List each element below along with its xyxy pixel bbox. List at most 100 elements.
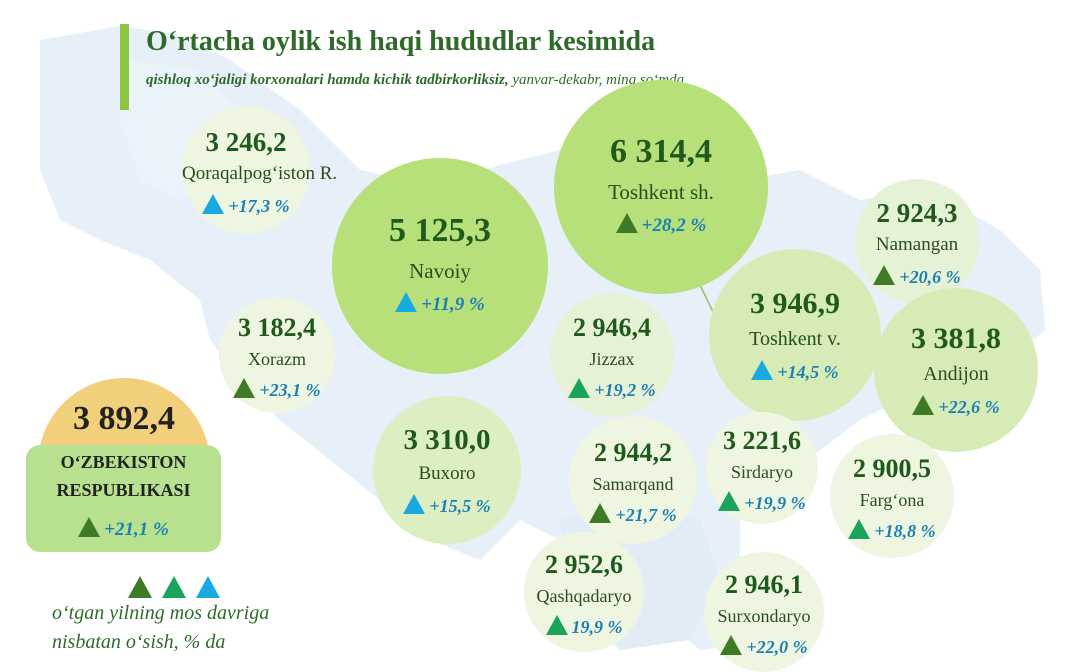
legend-line2: nisbatan o‘sish, % da — [52, 631, 226, 653]
region-growth-text: 19,9 % — [571, 616, 623, 637]
region-growth-text: +18,8 % — [874, 520, 936, 541]
legend-line1: o‘tgan yilning mos davriga — [52, 602, 270, 624]
region-growth-text: +19,9 % — [744, 492, 806, 513]
region-growth-text: +15,5 % — [429, 495, 491, 516]
region-growth: +18,8 % — [830, 518, 954, 542]
region-name: Toshkent v. — [749, 328, 841, 350]
region-value: 3 182,4 — [238, 313, 316, 343]
region-bubble: 3 221,6 Sirdaryo +19,9 % — [706, 412, 818, 524]
legend-triangle-icon — [128, 576, 152, 598]
page-subtitle: qishloq xo‘jaligi korxonalari hamda kich… — [146, 72, 684, 89]
region-value: 3 310,0 — [403, 423, 491, 456]
growth-triangle-icon — [589, 502, 612, 523]
page-title: O‘rtacha oylik ish haqi hududlar kesimid… — [146, 26, 656, 57]
region-name: Farg‘ona — [859, 489, 925, 510]
region-growth: +19,2 % — [550, 377, 674, 401]
region-growth: +22,0 % — [704, 634, 824, 658]
region-value: 3 946,9 — [750, 287, 840, 320]
region-growth: +28,2 % — [554, 213, 768, 237]
region-value: 2 946,4 — [573, 313, 651, 343]
region-growth-text: +20,6 % — [899, 266, 961, 287]
republic-box — [26, 445, 221, 552]
region-growth: +15,5 % — [373, 493, 521, 517]
region-growth-text: +28,2 % — [641, 215, 707, 237]
region-bubble: 2 900,5 Farg‘ona +18,8 % — [830, 434, 954, 558]
region-growth: 19,9 % — [524, 614, 644, 638]
subtitle-bold: qishloq xo‘jaligi korxonalari hamda kich… — [146, 72, 509, 88]
republic-growth-text: +21,1 % — [104, 519, 169, 540]
region-bubble: 3 182,4 Xorazm +23,1 % — [219, 297, 335, 413]
region-value: 2 946,1 — [725, 570, 803, 600]
region-name: Surxondaryo — [717, 605, 811, 626]
region-bubble: 3 246,2 Qoraqalpog‘iston R. +17,3 % — [182, 106, 338, 234]
region-name: Sirdaryo — [731, 461, 793, 482]
region-name: Xorazm — [248, 348, 306, 369]
region-name: Qoraqalpog‘iston R. — [182, 163, 338, 185]
region-growth-text: +14,5 % — [777, 362, 839, 382]
region-growth-text: +23,1 % — [259, 379, 321, 400]
region-name: Navoiy — [409, 258, 471, 283]
region-name: Jizzax — [589, 348, 635, 369]
region-growth-text: +22,0 % — [746, 636, 808, 657]
region-growth: +17,3 % — [182, 193, 310, 217]
republic-value: 3 892,4 — [73, 400, 175, 437]
region-growth: +21,7 % — [569, 502, 697, 526]
region-growth-text: +22,6 % — [938, 397, 1000, 417]
growth-triangle-icon — [233, 377, 256, 398]
region-growth: +19,9 % — [706, 490, 818, 514]
growth-triangle-icon — [78, 517, 101, 537]
region-growth: +11,9 % — [332, 292, 548, 316]
region-value: 3 381,8 — [911, 322, 1001, 355]
growth-triangle-icon — [202, 193, 225, 214]
region-growth: +14,5 % — [709, 360, 881, 383]
region-bubble: 3 310,0 Buxoro +15,5 % — [373, 396, 521, 544]
region-growth: +20,6 % — [855, 264, 979, 288]
region-bubble: 2 924,3 Namangan +20,6 % — [855, 179, 979, 303]
region-growth-text: +21,7 % — [615, 504, 677, 525]
region-bubble: 6 314,4 Toshkent sh. +28,2 % — [554, 80, 768, 294]
growth-triangle-icon — [615, 213, 638, 234]
republic-growth: +21,1 % — [26, 517, 221, 541]
region-value: 2 900,5 — [853, 454, 931, 484]
region-value: 2 924,3 — [876, 197, 958, 228]
region-bubble: 2 944,2 Samarqand +21,7 % — [569, 416, 697, 544]
growth-triangle-icon — [395, 292, 418, 313]
growth-triangle-icon — [848, 518, 871, 539]
region-bubble: 2 946,1 Surxondaryo +22,0 % — [704, 552, 824, 672]
region-name: Namangan — [875, 234, 959, 256]
region-growth-text: +17,3 % — [228, 195, 290, 216]
region-name: Qashqadaryo — [536, 585, 632, 606]
region-bubble: 2 952,6 Qashqadaryo 19,9 % — [524, 532, 644, 652]
growth-triangle-icon — [718, 490, 741, 511]
region-bubble: 5 125,3 Navoiy +11,9 % — [332, 158, 548, 374]
region-value: 6 314,4 — [610, 132, 712, 170]
region-growth-text: +11,9 % — [421, 294, 485, 316]
region-value: 2 952,6 — [545, 550, 623, 580]
growth-triangle-icon — [403, 493, 426, 514]
region-value: 3 221,6 — [723, 426, 801, 456]
growth-triangle-icon — [912, 395, 935, 415]
region-value: 5 125,3 — [389, 211, 491, 249]
growth-triangle-icon — [751, 360, 774, 380]
republic-name-line1: O‘ZBEKISTON — [60, 452, 187, 472]
region-name: Andijon — [923, 363, 989, 385]
growth-triangle-icon — [545, 614, 568, 635]
region-growth: +23,1 % — [219, 377, 335, 401]
region-value: 3 246,2 — [205, 126, 287, 157]
region-bubble: 3 381,8 Andijon +22,6 % — [874, 288, 1038, 452]
growth-triangle-icon — [568, 377, 591, 398]
region-bubble: 2 946,4 Jizzax +19,2 % — [550, 293, 674, 417]
legend-triangle-icon — [162, 576, 186, 598]
growth-triangle-icon — [720, 634, 743, 655]
legend-triangles — [128, 576, 230, 601]
region-name: Samarqand — [592, 473, 674, 494]
region-value: 2 944,2 — [594, 438, 672, 468]
legend-triangle-icon — [196, 576, 220, 598]
region-growth-text: +19,2 % — [594, 379, 656, 400]
republic-name-line2: RESPUBLIKASI — [56, 480, 191, 500]
growth-triangle-icon — [873, 264, 896, 285]
region-name: Toshkent sh. — [608, 179, 714, 204]
region-growth: +22,6 % — [874, 395, 1038, 418]
region-name: Buxoro — [418, 463, 476, 485]
region-bubble: 3 946,9 Toshkent v. +14,5 % — [709, 249, 881, 421]
